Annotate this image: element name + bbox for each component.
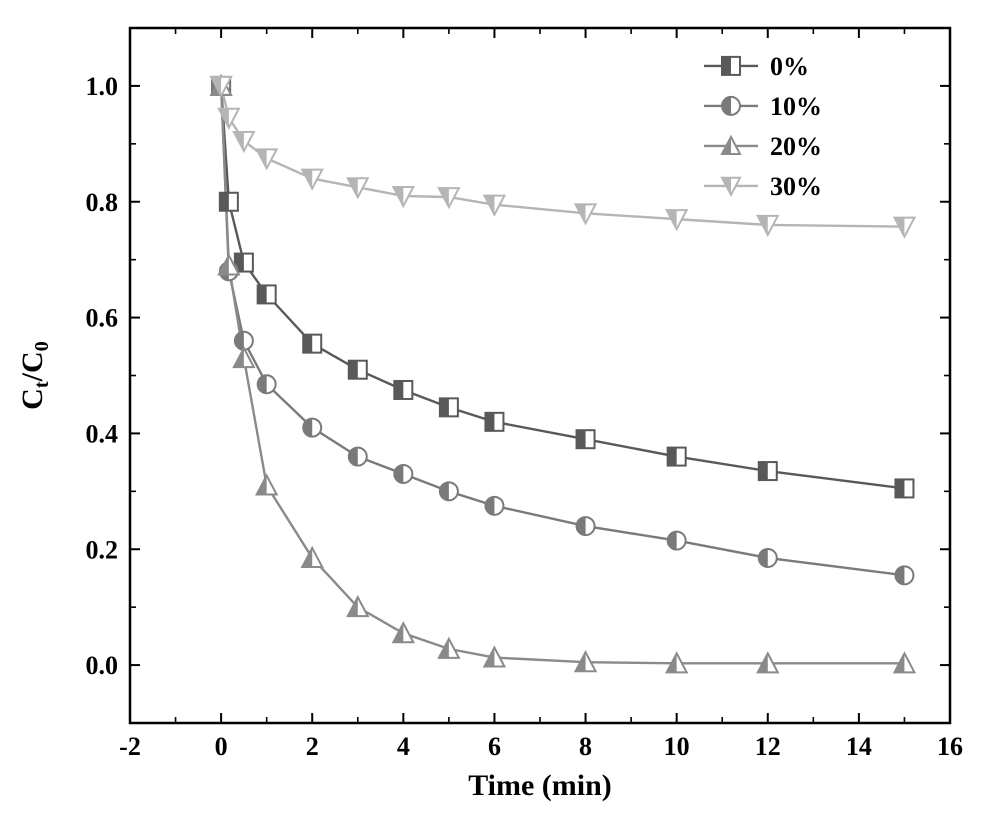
svg-text:-2: -2 <box>119 732 141 761</box>
legend-label: 20% <box>770 132 822 161</box>
svg-text:0: 0 <box>215 732 228 761</box>
legend-label: 30% <box>770 172 822 201</box>
legend-label: 0% <box>770 52 809 81</box>
legend-label: 10% <box>770 92 822 121</box>
svg-text:0.2: 0.2 <box>86 535 119 564</box>
svg-text:Ct/C0: Ct/C0 <box>16 341 53 410</box>
svg-text:0.6: 0.6 <box>86 304 119 333</box>
svg-text:6: 6 <box>488 732 501 761</box>
svg-text:1.0: 1.0 <box>86 72 119 101</box>
svg-text:10: 10 <box>664 732 690 761</box>
svg-text:0.8: 0.8 <box>86 188 119 217</box>
svg-text:14: 14 <box>846 732 872 761</box>
svg-text:Time (min): Time (min) <box>468 769 612 802</box>
svg-text:0.0: 0.0 <box>86 651 119 680</box>
chart-svg: -2 0 2 4 6 8 10 12 14 16 0.0 0.2 0.4 0.6 0.8 1.0 Time (m… <box>0 0 1000 823</box>
svg-text:8: 8 <box>579 732 592 761</box>
svg-text:0.4: 0.4 <box>86 419 119 448</box>
chart-container: -2 0 2 4 6 8 10 12 14 16 0.0 0.2 0.4 0.6 0.8 1.0 Time (m… <box>0 0 1000 823</box>
svg-text:2: 2 <box>306 732 319 761</box>
svg-text:16: 16 <box>937 732 963 761</box>
svg-text:4: 4 <box>397 732 410 761</box>
svg-text:12: 12 <box>755 732 781 761</box>
